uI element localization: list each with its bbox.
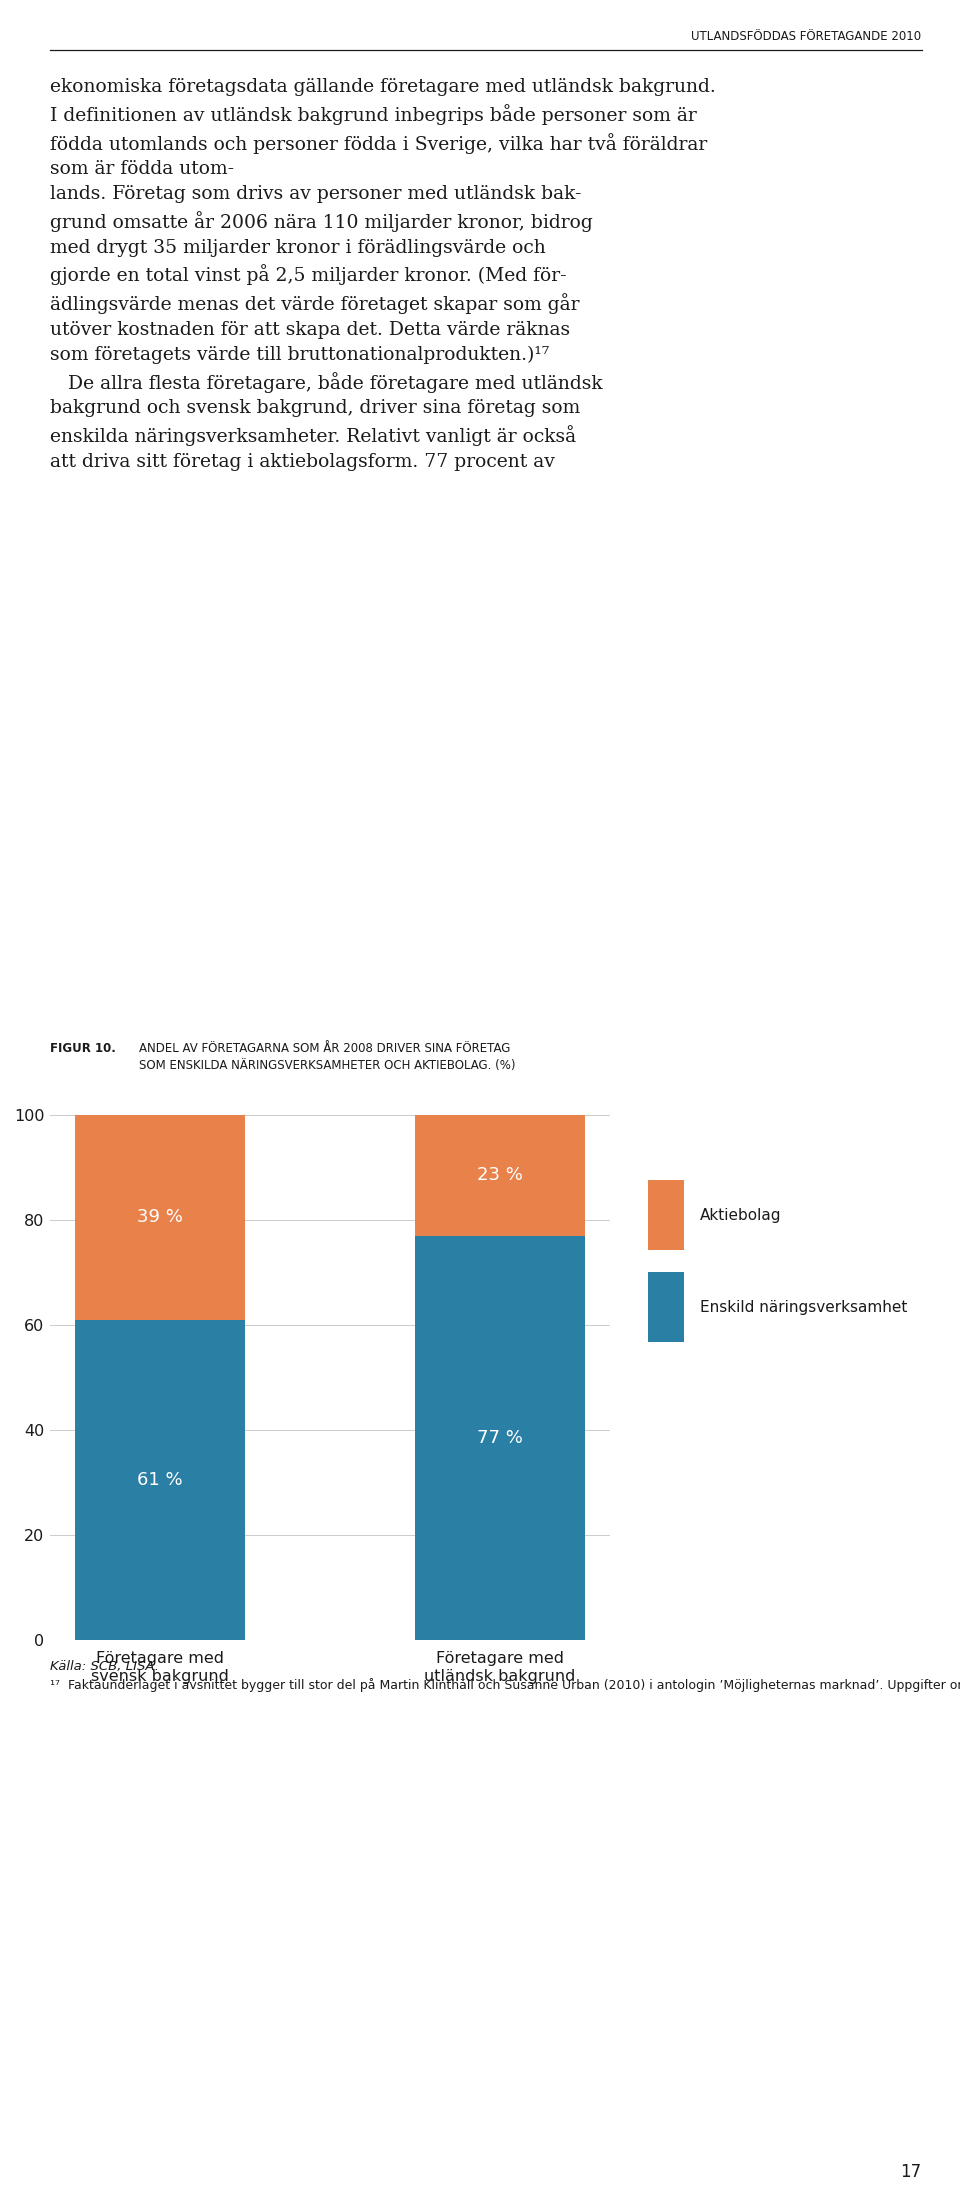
Bar — [648, 1273, 684, 1341]
Text: ANDEL AV FÖRETAGARNA SOM ÅR 2008 DRIVER SINA FÖRETAG
SOM ENSKILDA NÄRINGSVERKSAM: ANDEL AV FÖRETAGARNA SOM ÅR 2008 DRIVER … — [139, 1042, 516, 1071]
Bar — [415, 1236, 585, 1640]
Text: FIGUR 10.: FIGUR 10. — [50, 1042, 116, 1056]
Text: Källa: SCB, LISA.: Källa: SCB, LISA. — [50, 1660, 159, 1673]
Bar — [648, 1181, 684, 1251]
Text: ¹⁷  Faktaunderlaget i avsnittet bygger till stor del på Martin Klinthäll och Sus: ¹⁷ Faktaunderlaget i avsnittet bygger ti… — [50, 1678, 960, 1691]
Text: UTLANDSFÖDDAS FÖRETAGANDE 2010: UTLANDSFÖDDAS FÖRETAGANDE 2010 — [691, 31, 922, 44]
Text: 77 %: 77 % — [477, 1429, 522, 1447]
Bar — [76, 1319, 245, 1640]
Text: 17: 17 — [900, 2164, 922, 2181]
Text: 39 %: 39 % — [137, 1209, 183, 1227]
Text: 23 %: 23 % — [477, 1165, 522, 1185]
Text: ekonomiska företagsdata gällande företagare med utländsk bakgrund.
I definitione: ekonomiska företagsdata gällande företag… — [50, 77, 715, 471]
Text: Aktiebolag: Aktiebolag — [700, 1207, 781, 1223]
Bar — [415, 1115, 585, 1236]
Bar — [76, 1115, 245, 1319]
Text: Enskild näringsverksamhet: Enskild näringsverksamhet — [700, 1300, 908, 1315]
Text: 61 %: 61 % — [137, 1471, 183, 1489]
